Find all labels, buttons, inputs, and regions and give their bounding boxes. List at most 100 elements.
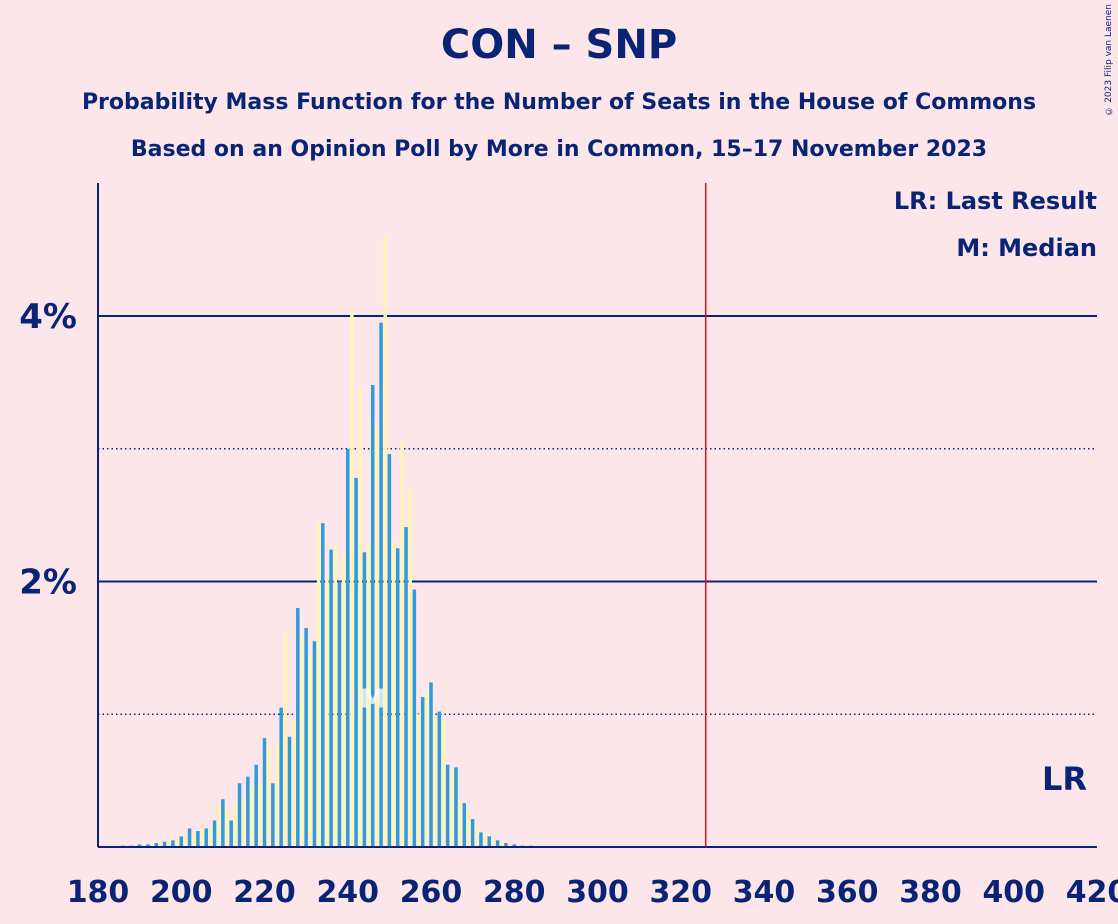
bar: [504, 843, 508, 847]
bar: [375, 426, 379, 847]
bar: [308, 654, 313, 847]
bar: [408, 488, 412, 847]
bar: [470, 819, 475, 847]
bar: [366, 543, 371, 847]
bar: [321, 523, 325, 847]
bar: [370, 385, 375, 847]
x-tick-label: 180: [67, 875, 130, 910]
bar: [208, 829, 213, 847]
bar: [445, 764, 450, 847]
bar: [212, 820, 217, 847]
bar: [275, 744, 279, 847]
bar: [291, 719, 296, 847]
bar: [137, 844, 142, 847]
bar: [175, 837, 179, 847]
bar: [483, 833, 487, 847]
bar: [495, 840, 500, 847]
bar: [341, 554, 346, 847]
bar: [437, 711, 442, 847]
bar: [429, 682, 433, 847]
bar: [466, 812, 471, 847]
bar: [225, 809, 229, 847]
chart-subtitle-line2: Based on an Opinion Poll by More in Comm…: [130, 137, 988, 162]
bar: [404, 527, 408, 847]
bar: [500, 841, 504, 847]
x-tick-label: 200: [150, 875, 213, 910]
bar: [383, 236, 387, 848]
bar: [167, 840, 171, 847]
bar: [462, 803, 467, 847]
bar: [508, 844, 512, 847]
y-tick-label: 4%: [19, 297, 77, 337]
x-tick-label: 400: [982, 875, 1045, 910]
bar: [258, 783, 263, 847]
bar: [454, 767, 458, 847]
median-marker: M: [360, 685, 386, 715]
bar: [391, 541, 396, 847]
bar: [287, 736, 292, 847]
x-tick-label: 340: [733, 875, 796, 910]
bar: [420, 696, 425, 847]
x-tick-label: 260: [400, 875, 463, 910]
bar: [425, 691, 429, 847]
bar: [325, 577, 329, 847]
bar: [196, 831, 200, 847]
bar: [412, 589, 417, 847]
x-tick-label: 380: [899, 875, 962, 910]
x-tick-label: 420: [1066, 875, 1118, 910]
bar: [333, 545, 338, 847]
bar: [395, 548, 400, 847]
bar: [479, 832, 483, 847]
y-tick-label: 2%: [19, 563, 77, 603]
legend-entry: M: Median: [956, 234, 1097, 262]
bar: [337, 581, 342, 847]
bar: [283, 631, 288, 847]
legend-entry: LR: Last Result: [894, 187, 1097, 215]
bar: [191, 833, 196, 847]
bar: [204, 828, 208, 847]
bar: [354, 477, 358, 847]
bar: [487, 836, 492, 847]
x-tick-label: 360: [816, 875, 879, 910]
bar: [379, 322, 383, 847]
bar: [329, 549, 333, 847]
bar: [400, 439, 404, 847]
bar: [246, 776, 250, 847]
bar: [154, 843, 159, 847]
bar: [450, 770, 454, 847]
bar: [233, 803, 238, 847]
bar: [387, 454, 392, 847]
chart-subtitle-line1: Probability Mass Function for the Number…: [81, 90, 1037, 115]
bar: [362, 552, 367, 847]
bar: [266, 743, 271, 847]
bar: [279, 707, 283, 847]
bar: [433, 715, 437, 847]
bar: [171, 840, 175, 847]
bar: [179, 836, 183, 847]
bar: [200, 828, 204, 847]
bar: [162, 841, 167, 847]
bar: [187, 828, 192, 847]
bar: [183, 833, 188, 847]
bar: [441, 720, 446, 847]
x-tick-label: 280: [483, 875, 546, 910]
x-tick-label: 300: [566, 875, 629, 910]
bar: [229, 820, 233, 847]
last-result-label: LR: [1042, 760, 1087, 798]
bar: [346, 448, 350, 847]
bar: [300, 637, 304, 847]
bar: [475, 825, 479, 847]
bar: [241, 799, 246, 847]
bar: [312, 641, 317, 847]
bar: [271, 783, 275, 847]
x-tick-label: 240: [316, 875, 379, 910]
bar: [491, 839, 496, 847]
bar: [146, 844, 150, 847]
bar: [237, 783, 242, 847]
x-tick-label: 220: [233, 875, 296, 910]
bar: [316, 523, 321, 847]
bar: [358, 387, 362, 847]
bar: [416, 714, 421, 847]
bar: [458, 800, 462, 847]
bar: [250, 785, 254, 847]
